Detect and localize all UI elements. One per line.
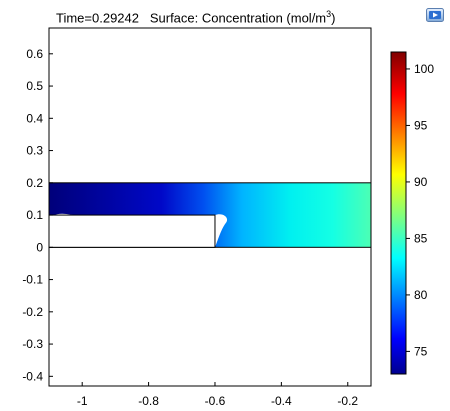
y-tick-label: -0.2 [22,305,43,319]
y-tick-label: 0.3 [26,144,43,158]
unit-exponent: 3 [326,9,332,19]
colorbar-tick-label: 75 [414,344,428,358]
y-tick-label: 0.6 [26,47,43,61]
x-tick-label: -0.2 [337,394,358,408]
y-tick-label: -0.4 [22,369,43,383]
x-tick-label: -0.6 [205,394,226,408]
y-tick-label: 0.2 [26,176,43,190]
play-animation-icon[interactable] [426,8,444,22]
y-tick-label: 0.5 [26,79,43,93]
x-tick-label: -0.4 [271,394,292,408]
colorbar-tick-label: 90 [414,175,428,189]
concentration-field [48,182,372,248]
surface-label: Surface: Concentration (mol/m [149,10,327,26]
y-tick-label: 0.4 [26,111,43,125]
y-tick-label: 0 [36,240,43,254]
obstacle-block [48,214,216,248]
colorbar-tick-label: 80 [414,288,428,302]
y-tick-label: 0.1 [26,208,43,222]
y-axis: 0.6 0.5 0.4 0.3 0.2 0.1 0 -0.1 -0.2 -0.3 -0.4 [22,47,53,383]
y-tick-label: -0.3 [22,337,43,351]
x-tick-label: -1 [77,394,88,408]
colorbar-ticks: 100 95 90 85 80 75 [406,62,434,358]
plot-title: Time=0.29242 Surface: Concentration (mol… [56,6,336,26]
time-label: Time=0.29242 [56,10,139,26]
colorbar-tick-label: 95 [414,118,428,132]
x-axis: -1 -0.8 -0.6 -0.4 -0.2 [77,382,358,408]
colorbar [390,51,407,375]
y-tick-label: -0.1 [22,273,43,287]
colorbar-tick-label: 100 [414,62,434,76]
unit-close: ) [331,10,336,26]
x-tick-label: -0.8 [138,394,159,408]
colorbar-tick-label: 85 [414,231,428,245]
